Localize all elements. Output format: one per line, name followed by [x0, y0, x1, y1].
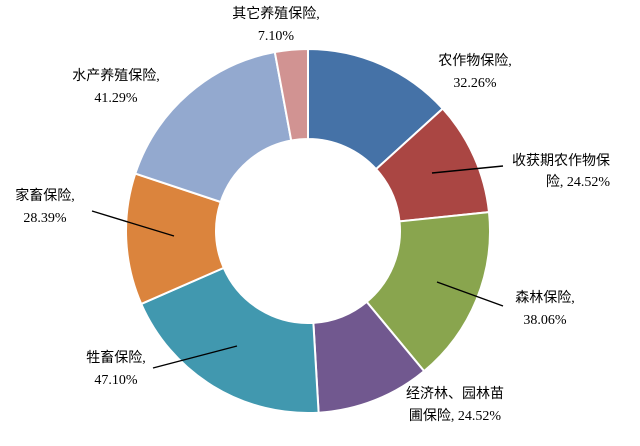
slice-value-label-7: 41.29%: [94, 91, 138, 106]
slice-label-5: 牲畜保险,: [86, 350, 146, 366]
donut-slice-5: [139, 266, 320, 414]
slice-label-2: 收获期农作物保: [512, 153, 610, 169]
slice-value-label-5: 47.10%: [94, 373, 138, 388]
slice-label-3: 森林保险,: [515, 290, 575, 306]
donut-slice-8: [273, 47, 309, 142]
slice-value-label-8: 7.10%: [258, 29, 295, 44]
slice-label-4: 经济林、园林苗: [406, 386, 504, 402]
slice-value-label-1: 32.26%: [453, 76, 497, 91]
slice-label-8: 其它养殖保险,: [232, 5, 320, 22]
donut-slice-7: [134, 50, 293, 204]
slice-value-label-3: 38.06%: [523, 313, 567, 328]
leader-line-3: [436, 281, 504, 307]
slice-label-1: 农作物保险,: [438, 53, 512, 69]
leader-line-6: [91, 210, 175, 237]
leader-line-5: [152, 345, 238, 369]
slice-value-label-4: 圃保险, 24.52%: [409, 408, 501, 424]
slice-value-label-2: 险, 24.52%: [546, 174, 610, 190]
slice-label-6: 家畜保险,: [15, 187, 75, 204]
slice-value-label-6: 28.39%: [23, 211, 67, 226]
leader-line-2: [431, 165, 504, 174]
slice-label-7: 水产养殖保险,: [72, 67, 160, 84]
